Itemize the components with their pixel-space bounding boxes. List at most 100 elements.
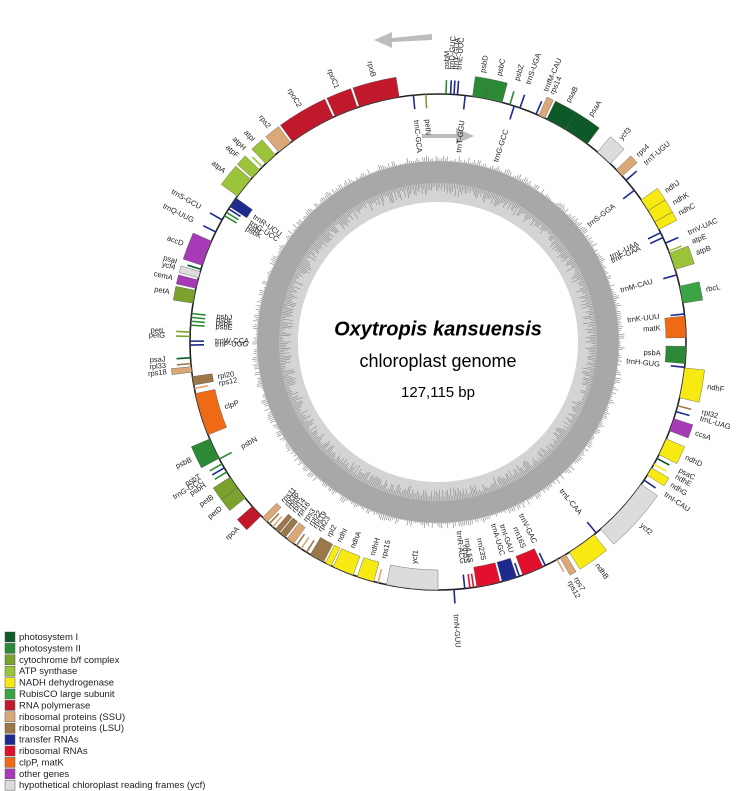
gene-line	[176, 330, 191, 333]
gene-block	[357, 557, 380, 582]
legend-label: hypothetical chloroplast reading frames …	[19, 780, 205, 791]
gene-label: trnT-GGU	[454, 120, 467, 153]
gene-label: trnG-GCC	[491, 128, 510, 163]
legend-swatch	[4, 768, 16, 780]
gene-line	[190, 320, 205, 324]
gene-line	[514, 562, 521, 577]
gene-block	[220, 165, 252, 197]
gene-label: clpP	[223, 398, 240, 411]
gene-label: rpl32	[701, 407, 719, 420]
gene-label: rbcL	[705, 282, 721, 294]
legend-label: other genes	[19, 769, 69, 780]
direction-arrow	[422, 128, 474, 144]
gene-line	[535, 101, 543, 115]
gene-block	[280, 98, 334, 142]
gene-line	[272, 515, 283, 528]
gene-label: cemA	[153, 269, 174, 282]
gene-label: ccsA	[694, 428, 712, 442]
gene-label: psbJ	[216, 311, 233, 322]
gene-block	[173, 286, 196, 304]
gene-line	[509, 105, 515, 120]
gene-block	[229, 197, 253, 219]
gene-label: ycf2	[638, 521, 654, 537]
gene-label: rrn5S	[460, 544, 471, 563]
gene-line	[191, 316, 206, 320]
gene-line	[194, 385, 209, 390]
gene-block	[664, 345, 687, 364]
legend-swatch	[4, 734, 16, 745]
legend-label: ribosomal proteins (LSU)	[19, 723, 124, 734]
gene-line	[228, 208, 241, 218]
gene-label: trnR-ACG	[455, 530, 468, 564]
gene-block	[326, 88, 358, 117]
gene-line	[305, 540, 315, 553]
gene-block	[182, 232, 212, 266]
gene-block	[286, 522, 306, 544]
gene-block	[538, 96, 554, 119]
legend-swatch	[4, 643, 16, 654]
gene-block	[654, 211, 678, 230]
gene-block	[176, 274, 199, 289]
gene-label: rps12	[218, 375, 238, 387]
gene-label: psbM	[442, 51, 452, 70]
gene-label: ndhD	[684, 453, 705, 469]
gene-label: psaB	[564, 85, 580, 104]
gene-line	[209, 212, 223, 221]
gene-line	[509, 91, 515, 105]
gene-line	[425, 94, 428, 109]
gene-label: trnL-CAA	[558, 487, 585, 516]
gene-label: petL	[150, 325, 165, 335]
gene-label: psaJ	[149, 354, 166, 364]
gene-label: psbF	[215, 318, 233, 328]
gene-label: trnM-CAU	[619, 277, 654, 295]
gene-block	[565, 112, 600, 145]
gene-label: rrn23S	[475, 537, 488, 561]
gene-line	[462, 574, 466, 589]
gene-line	[187, 264, 202, 271]
gene-block	[679, 281, 703, 304]
gene-block	[212, 476, 238, 500]
gene-line	[214, 471, 228, 480]
gene-label: rpoA	[223, 524, 241, 541]
gene-block	[669, 245, 695, 270]
gene-label: psaI	[162, 253, 178, 266]
gene-line	[675, 410, 690, 417]
gene-block	[309, 537, 333, 563]
gene-block	[515, 548, 544, 576]
legend-swatch	[4, 757, 16, 768]
gene-block	[191, 438, 220, 469]
gene-label: psbN	[239, 435, 259, 451]
gene-block	[496, 557, 517, 582]
gene-label: trnI-CAU	[663, 490, 692, 514]
legend-swatch	[4, 711, 16, 723]
gene-label: trnP-UGG	[215, 339, 249, 348]
legend-label: RNA polymerase	[19, 700, 90, 711]
legend-label: RubisCO large subunit	[19, 689, 115, 700]
gene-line	[622, 189, 635, 200]
genome-size: 127,115 bp	[401, 384, 475, 401]
gene-label: trnS-GGA	[585, 202, 617, 229]
legend-swatch	[4, 700, 16, 711]
gene-block	[236, 155, 260, 178]
gene-block	[262, 502, 282, 523]
gene-label: rps18	[147, 367, 167, 378]
gene-line	[176, 356, 191, 360]
gene-label: psaA	[586, 99, 603, 118]
gene-block	[352, 77, 400, 108]
gene-block	[559, 554, 577, 576]
gene-block	[275, 513, 293, 533]
gene-label: petD	[206, 504, 225, 521]
gene-label: trnY-GUA	[451, 37, 462, 69]
gene-line	[226, 211, 239, 221]
legend-label: photosystem II	[19, 643, 81, 654]
gene-block	[265, 126, 291, 153]
gene-line	[449, 80, 453, 95]
gene-line	[519, 94, 526, 109]
gene-label: petG	[149, 330, 166, 339]
gene-label: petB	[197, 492, 215, 508]
gene-label: rps15	[379, 539, 392, 559]
gene-line	[649, 236, 664, 245]
legend-label: photosystem I	[19, 632, 78, 643]
gene-block	[669, 418, 694, 439]
gene-line	[643, 479, 657, 489]
